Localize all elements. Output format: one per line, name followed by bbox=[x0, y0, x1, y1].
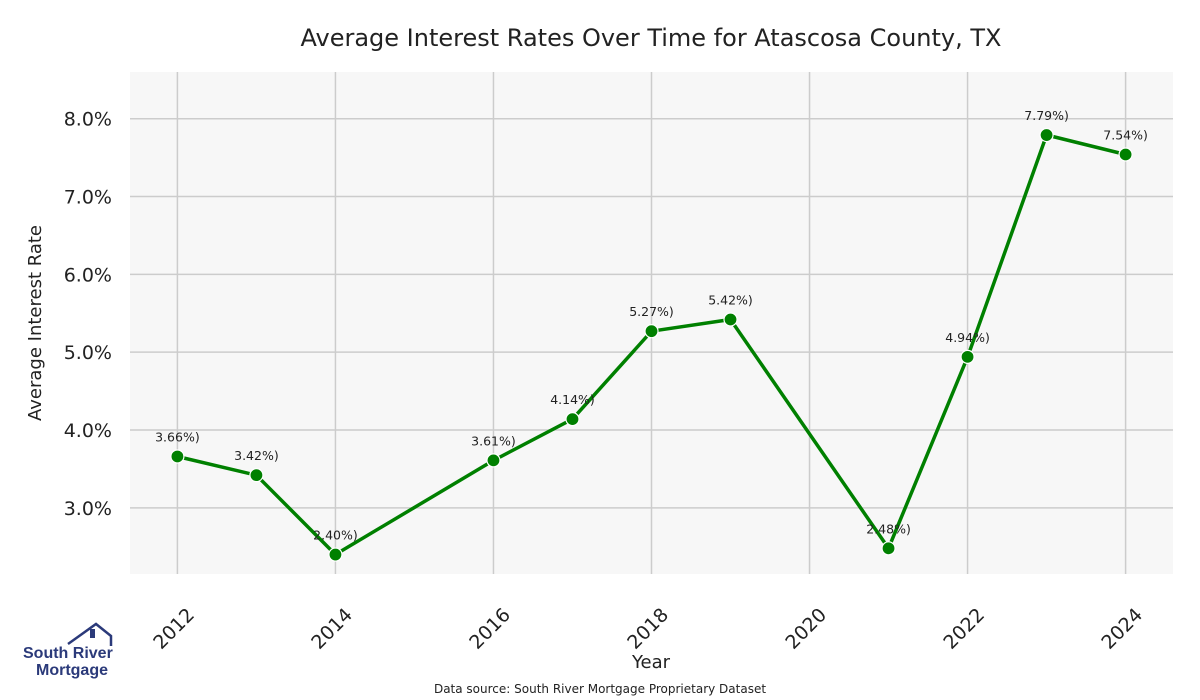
logo-line-2: Mortgage bbox=[36, 662, 108, 679]
data-point bbox=[170, 449, 185, 464]
x-tick-label: 2022 bbox=[939, 604, 989, 654]
x-tick-label: 2014 bbox=[307, 604, 357, 654]
house-chimney-icon bbox=[90, 629, 95, 638]
data-label: 5.27%) bbox=[629, 304, 674, 319]
data-label: 3.42%) bbox=[234, 448, 279, 463]
data-point bbox=[249, 468, 264, 483]
data-point bbox=[960, 349, 975, 364]
data-label: 7.54%) bbox=[1103, 127, 1148, 142]
series bbox=[170, 127, 1133, 562]
x-tick-label: 2016 bbox=[465, 604, 515, 654]
source-note: Data source: South River Mortgage Propri… bbox=[434, 682, 766, 696]
data-label: 5.42%) bbox=[708, 292, 753, 307]
data-point bbox=[328, 547, 343, 562]
data-point bbox=[1039, 127, 1054, 143]
x-axis-label: Year bbox=[631, 652, 671, 673]
grid bbox=[130, 72, 1173, 574]
y-axis-label: Average Interest Rate bbox=[25, 225, 46, 421]
y-tick-label: 3.0% bbox=[64, 498, 112, 520]
x-tick-label: 2018 bbox=[623, 604, 673, 654]
data-label: 2.40%) bbox=[313, 528, 358, 543]
south-river-mortgage-logo: South River Mortgage bbox=[23, 622, 113, 679]
x-axis-ticks: 2012 2014 2016 2018 2020 2022 2024 bbox=[149, 604, 1147, 654]
x-tick-label: 2012 bbox=[149, 604, 199, 654]
data-label: 4.14%) bbox=[550, 392, 595, 407]
data-point bbox=[881, 541, 896, 556]
data-point bbox=[723, 312, 738, 327]
y-axis-ticks: 3.0% 4.0% 5.0% 6.0% 7.0% 8.0% bbox=[64, 109, 112, 520]
y-tick-label: 6.0% bbox=[64, 264, 112, 286]
data-point bbox=[486, 453, 501, 468]
data-point bbox=[565, 412, 580, 427]
logo-line-1: South River bbox=[23, 645, 113, 662]
house-roof-icon bbox=[67, 622, 113, 646]
data-label: 7.79%) bbox=[1024, 108, 1069, 123]
y-tick-label: 8.0% bbox=[64, 109, 112, 131]
data-label: 3.66%) bbox=[155, 429, 200, 444]
data-label: 2.48%) bbox=[866, 521, 911, 536]
data-label: 4.94%) bbox=[945, 330, 990, 345]
data-label: 3.61%) bbox=[471, 433, 516, 448]
data-point bbox=[644, 324, 659, 339]
x-tick-label: 2024 bbox=[1097, 604, 1147, 654]
y-tick-label: 4.0% bbox=[64, 420, 112, 442]
y-tick-label: 7.0% bbox=[64, 187, 112, 209]
y-tick-label: 5.0% bbox=[64, 342, 112, 364]
x-tick-label: 2020 bbox=[781, 604, 831, 654]
chart-title: Average Interest Rates Over Time for Ata… bbox=[301, 24, 1002, 52]
data-labels: 3.66%) 3.42%) 2.40%) 3.61%) 4.14%) 5.27%) 5.42… bbox=[155, 108, 1148, 543]
data-point bbox=[1118, 147, 1133, 162]
